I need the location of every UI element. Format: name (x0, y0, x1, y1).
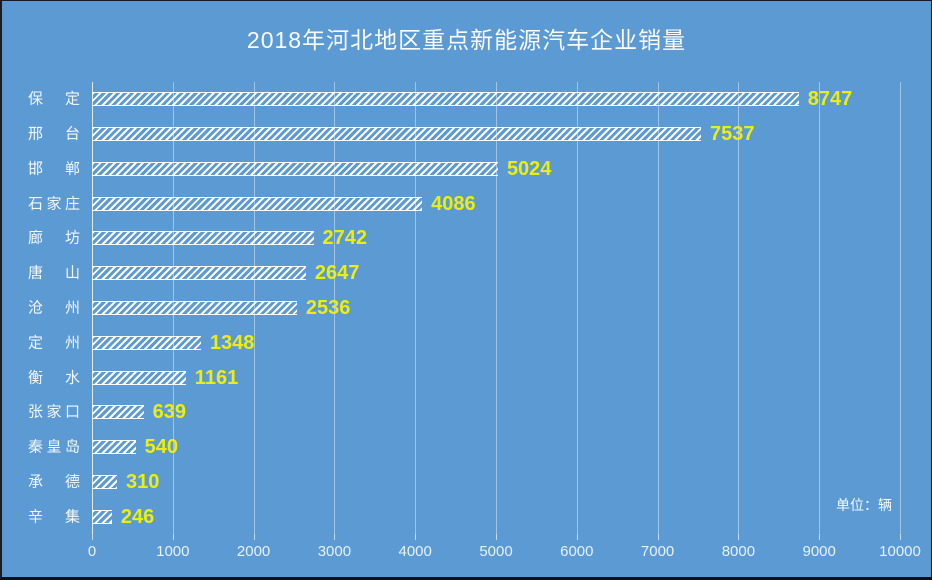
value-label: 246 (120, 505, 155, 528)
bar-row: 246 (92, 505, 900, 528)
bar (92, 161, 498, 176)
gridline (576, 82, 578, 534)
unit-label: 单位：辆 (836, 497, 892, 513)
bar (92, 196, 423, 211)
bar (92, 231, 314, 246)
category-label: 沧州 (28, 299, 80, 317)
bar (92, 92, 799, 107)
bar-row: 4086 (92, 192, 900, 215)
x-tick-label: 5000 (479, 543, 513, 560)
tick-mark (576, 534, 578, 540)
category-label: 保定 (28, 90, 80, 108)
x-tick-label: 8000 (721, 543, 756, 560)
bar-row: 5024 (92, 157, 900, 180)
tick-mark (657, 534, 659, 540)
bar (92, 509, 112, 524)
bar-row: 639 (92, 401, 900, 424)
value-label: 540 (144, 436, 178, 459)
bar-row: 7537 (92, 123, 900, 146)
x-tick-label: 2000 (236, 543, 271, 560)
category-label: 邢台 (28, 125, 80, 143)
tick-mark (819, 534, 821, 540)
tick-mark (415, 534, 417, 540)
gridline (657, 82, 659, 534)
tick-mark (496, 534, 497, 540)
x-tick-label: 0 (87, 543, 97, 560)
bar-row: 8747 (92, 88, 900, 111)
category-label: 邯郸 (28, 160, 80, 178)
x-tick-label: 4000 (398, 543, 432, 560)
bar (92, 440, 136, 455)
gridline (738, 82, 740, 534)
x-tick-label: 9000 (802, 543, 836, 560)
bar (92, 370, 186, 385)
x-tick-label: 7000 (640, 543, 675, 560)
x-tick-label: 10000 (879, 543, 921, 560)
x-tick-label: 3000 (317, 543, 352, 560)
value-label: 1161 (194, 366, 239, 389)
value-label: 7537 (709, 123, 755, 146)
category-label: 石家庄 (28, 195, 80, 213)
category-label: 张家口 (28, 403, 80, 421)
bar-row: 2647 (92, 262, 900, 285)
bar-row: 2536 (92, 297, 900, 319)
category-label: 衡水 (28, 369, 80, 387)
value-label: 4086 (431, 192, 476, 215)
bar-row: 310 (92, 470, 900, 493)
tick-mark (738, 534, 740, 540)
tick-mark (900, 534, 901, 540)
value-label: 639 (152, 401, 186, 424)
bar-row: 540 (92, 436, 900, 459)
bar (92, 405, 144, 420)
value-label: 2742 (322, 227, 368, 250)
value-label: 8747 (807, 88, 853, 111)
gridline (900, 82, 901, 534)
bar-row: 1348 (92, 331, 900, 354)
plot-area: 8747 7537 5024 4086 2742 2647 2536 1348 … (92, 82, 901, 534)
bar (92, 127, 701, 142)
tick-mark (92, 534, 93, 540)
category-label: 承德 (28, 473, 80, 491)
chart-title: 2018年河北地区重点新能源汽车企业销量 (246, 27, 687, 53)
bar-row: 2742 (92, 227, 900, 250)
tick-mark (253, 534, 255, 540)
tick-mark (334, 534, 336, 540)
bar-row: 1161 (92, 366, 900, 389)
category-label: 秦皇岛 (28, 438, 80, 456)
value-label: 2647 (314, 262, 360, 285)
bar (92, 301, 297, 315)
bar (92, 335, 201, 350)
value-label: 1348 (209, 331, 255, 354)
x-tick-label: 6000 (560, 543, 594, 560)
value-label: 2536 (305, 297, 351, 319)
category-label: 廊坊 (28, 229, 80, 247)
value-label: 5024 (506, 157, 552, 180)
category-label: 唐山 (28, 264, 80, 282)
category-label: 辛集 (28, 508, 80, 526)
category-label: 定州 (28, 334, 80, 352)
bar (92, 474, 118, 489)
gridline (819, 82, 821, 534)
gridline (415, 82, 417, 534)
gridline (496, 82, 497, 534)
value-label: 310 (126, 470, 160, 493)
bar (92, 266, 306, 281)
gridline (334, 82, 336, 534)
x-tick-label: 1000 (156, 543, 190, 560)
tick-mark (172, 534, 174, 540)
